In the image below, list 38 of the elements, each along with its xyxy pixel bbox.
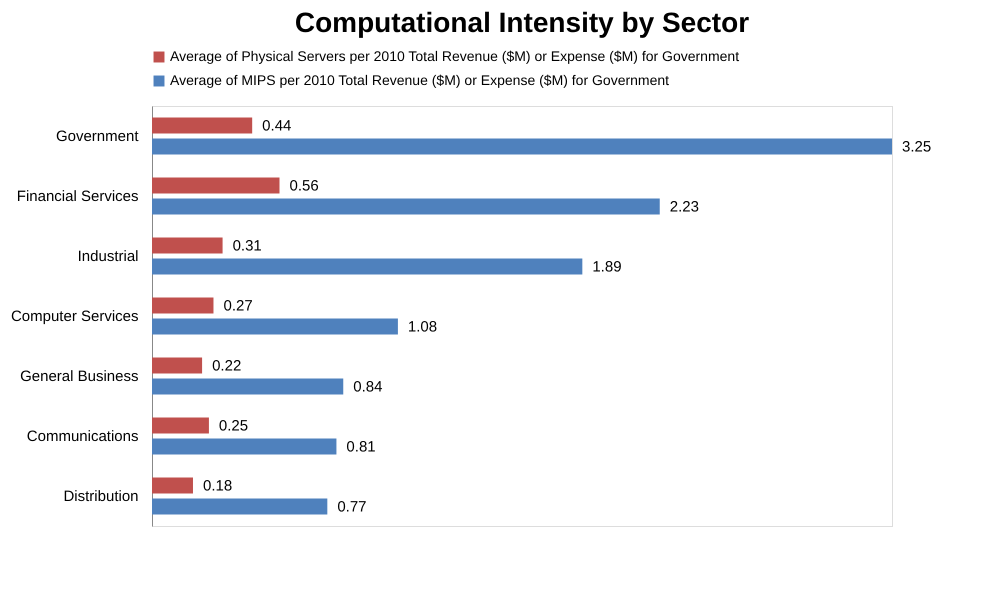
y-tick-label: Industrial (78, 248, 138, 265)
bar (152, 198, 660, 214)
data-label: 0.77 (337, 498, 367, 516)
bar (152, 318, 398, 334)
data-label: 1.08 (408, 318, 438, 336)
bar (152, 438, 336, 454)
bar (152, 258, 582, 274)
data-label: 0.18 (202, 478, 232, 494)
y-tick-label: General Business (20, 368, 138, 385)
data-label: 1.89 (592, 258, 622, 276)
legend-label: Average of MIPS per 2010 Total Revenue ($M) or Expense ($M) for Government (170, 72, 670, 88)
bar (152, 498, 328, 514)
data-label: 2.23 (670, 198, 699, 216)
y-tick-label: Distribution (63, 488, 138, 505)
chart-title: Computational Intensity by Sector (294, 7, 750, 38)
bar (152, 378, 344, 394)
y-tick-label: Computer Services (10, 308, 138, 325)
bar (152, 178, 280, 194)
bar (152, 478, 193, 494)
bar (152, 238, 223, 254)
bar (152, 358, 202, 374)
y-tick-label: Government (56, 128, 140, 145)
bar (152, 118, 252, 134)
bar (152, 298, 214, 314)
data-label: 0.25 (218, 418, 248, 434)
data-label: 0.27 (223, 298, 253, 314)
y-tick-label: Financial Services (16, 188, 138, 205)
data-label: 0.56 (290, 178, 319, 194)
data-label: 0.81 (346, 438, 376, 456)
data-label: 0.84 (353, 378, 382, 396)
data-label: 0.31 (232, 238, 262, 254)
bar (152, 138, 892, 154)
data-label: 3.25 (902, 138, 932, 156)
data-label: 0.44 (262, 118, 292, 134)
bar (152, 418, 209, 434)
data-label: 0.22 (212, 358, 242, 374)
legend-label: Average of Physical Servers per 2010 Total Revenue ($M) or Expense ($M) for Government (170, 48, 740, 64)
y-tick-label: Communications (26, 428, 138, 445)
